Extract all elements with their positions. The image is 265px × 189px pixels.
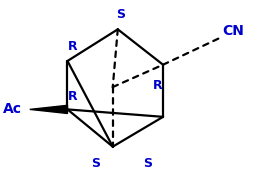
Text: CN: CN bbox=[223, 24, 244, 38]
Text: S: S bbox=[116, 8, 125, 21]
Text: R: R bbox=[68, 40, 77, 53]
Text: R: R bbox=[153, 79, 163, 92]
Text: S: S bbox=[91, 157, 100, 170]
Text: R: R bbox=[68, 90, 77, 103]
Text: S: S bbox=[143, 157, 152, 170]
Polygon shape bbox=[30, 105, 68, 114]
Text: Ac: Ac bbox=[3, 102, 22, 116]
